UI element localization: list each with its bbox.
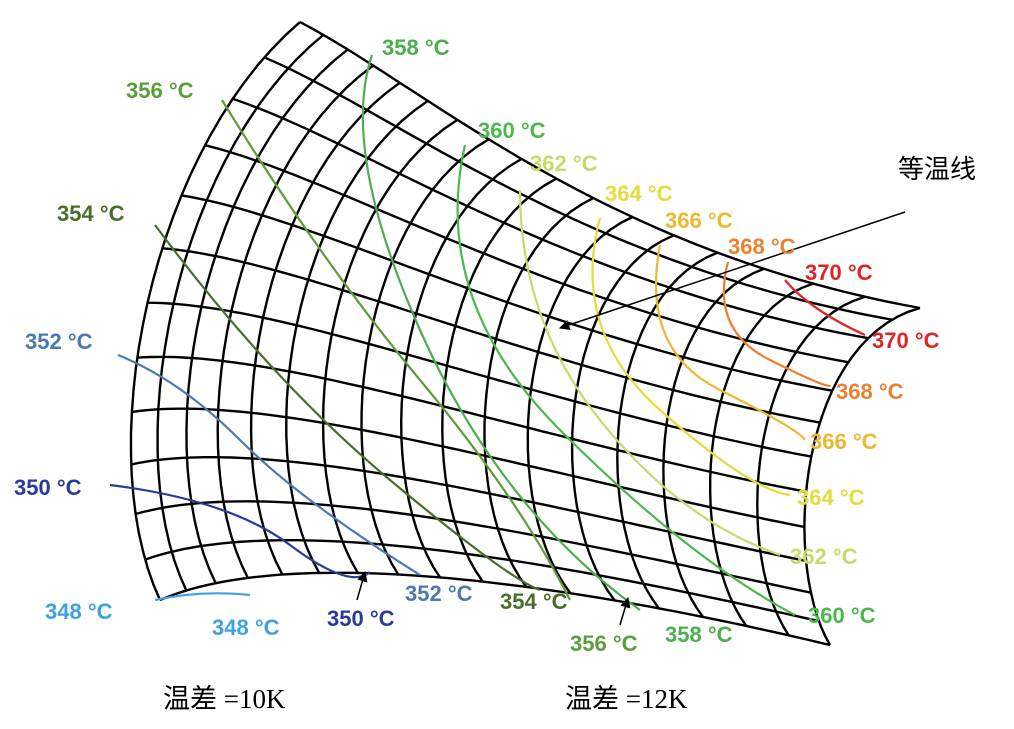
isotherm-label: 352 °C: [25, 329, 93, 354]
mesh-line: [285, 99, 429, 574]
pointer-arrow: [356, 570, 368, 601]
isotherm-label: 370 °C: [805, 260, 873, 285]
mesh-line: [129, 21, 301, 601]
isotherm-label: 366 °C: [665, 208, 733, 233]
isotherm-label: 350 °C: [327, 606, 395, 631]
mesh-line: [135, 500, 812, 594]
mesh-line: [321, 118, 459, 574]
isotherm-label: 362 °C: [790, 544, 858, 569]
isotherm-label: 356 °C: [570, 631, 638, 656]
isotherm: [784, 279, 866, 337]
mesh: [129, 20, 921, 647]
mesh-line: [181, 194, 833, 392]
isotherm: [221, 99, 571, 601]
mesh-line: [263, 56, 893, 321]
isotherm-label: 350 °C: [14, 475, 82, 500]
mesh-line: [147, 301, 812, 458]
annotation-arrow: [559, 211, 906, 330]
isotherm: [518, 189, 781, 557]
annotation: 等温线: [898, 155, 976, 184]
isotherm-label: 352 °C: [405, 581, 473, 606]
isotherm: [109, 483, 371, 579]
isotherm: [154, 224, 541, 592]
isotherm-label: 364 °C: [605, 181, 673, 206]
isotherm: [361, 54, 641, 611]
mesh-line: [232, 97, 869, 340]
caption: 温差 =10K: [163, 684, 286, 714]
pointer-arrow: [619, 596, 631, 626]
isotherm-label: 360 °C: [478, 118, 546, 143]
isotherm: [456, 144, 796, 616]
isotherm: [154, 592, 251, 602]
mesh-line: [131, 407, 805, 529]
mesh-line: [131, 456, 807, 563]
isotherm-label: 348 °C: [212, 615, 280, 640]
isotherm-label: 358 °C: [382, 35, 450, 60]
isotherm-label: 354 °C: [57, 201, 125, 226]
isotherm-label: 348 °C: [45, 599, 113, 624]
isotherm-label: 366 °C: [810, 429, 878, 454]
isotherm-label: 356 °C: [126, 78, 194, 103]
isotherm: [117, 353, 421, 576]
isotherms: [109, 54, 866, 616]
isotherm-label: 360 °C: [808, 603, 876, 628]
mesh-line: [144, 539, 820, 623]
mesh-line: [137, 355, 807, 493]
mesh-line: [162, 247, 821, 424]
isotherm-label: 370 °C: [872, 328, 940, 353]
isotherm: [722, 261, 832, 387]
isotherm: [591, 217, 791, 497]
isotherm-label: 354 °C: [500, 589, 568, 614]
mesh-line: [204, 144, 849, 364]
isotherm-label: 368 °C: [836, 379, 904, 404]
mesh-line: [159, 571, 831, 647]
isotherm-label: 368 °C: [728, 234, 796, 259]
mesh-line: [803, 306, 921, 646]
isotherm-label: 358 °C: [665, 622, 733, 647]
isotherm-label: 362 °C: [530, 151, 598, 176]
caption: 温差 =12K: [565, 684, 688, 714]
isotherm-label: 364 °C: [797, 485, 865, 510]
